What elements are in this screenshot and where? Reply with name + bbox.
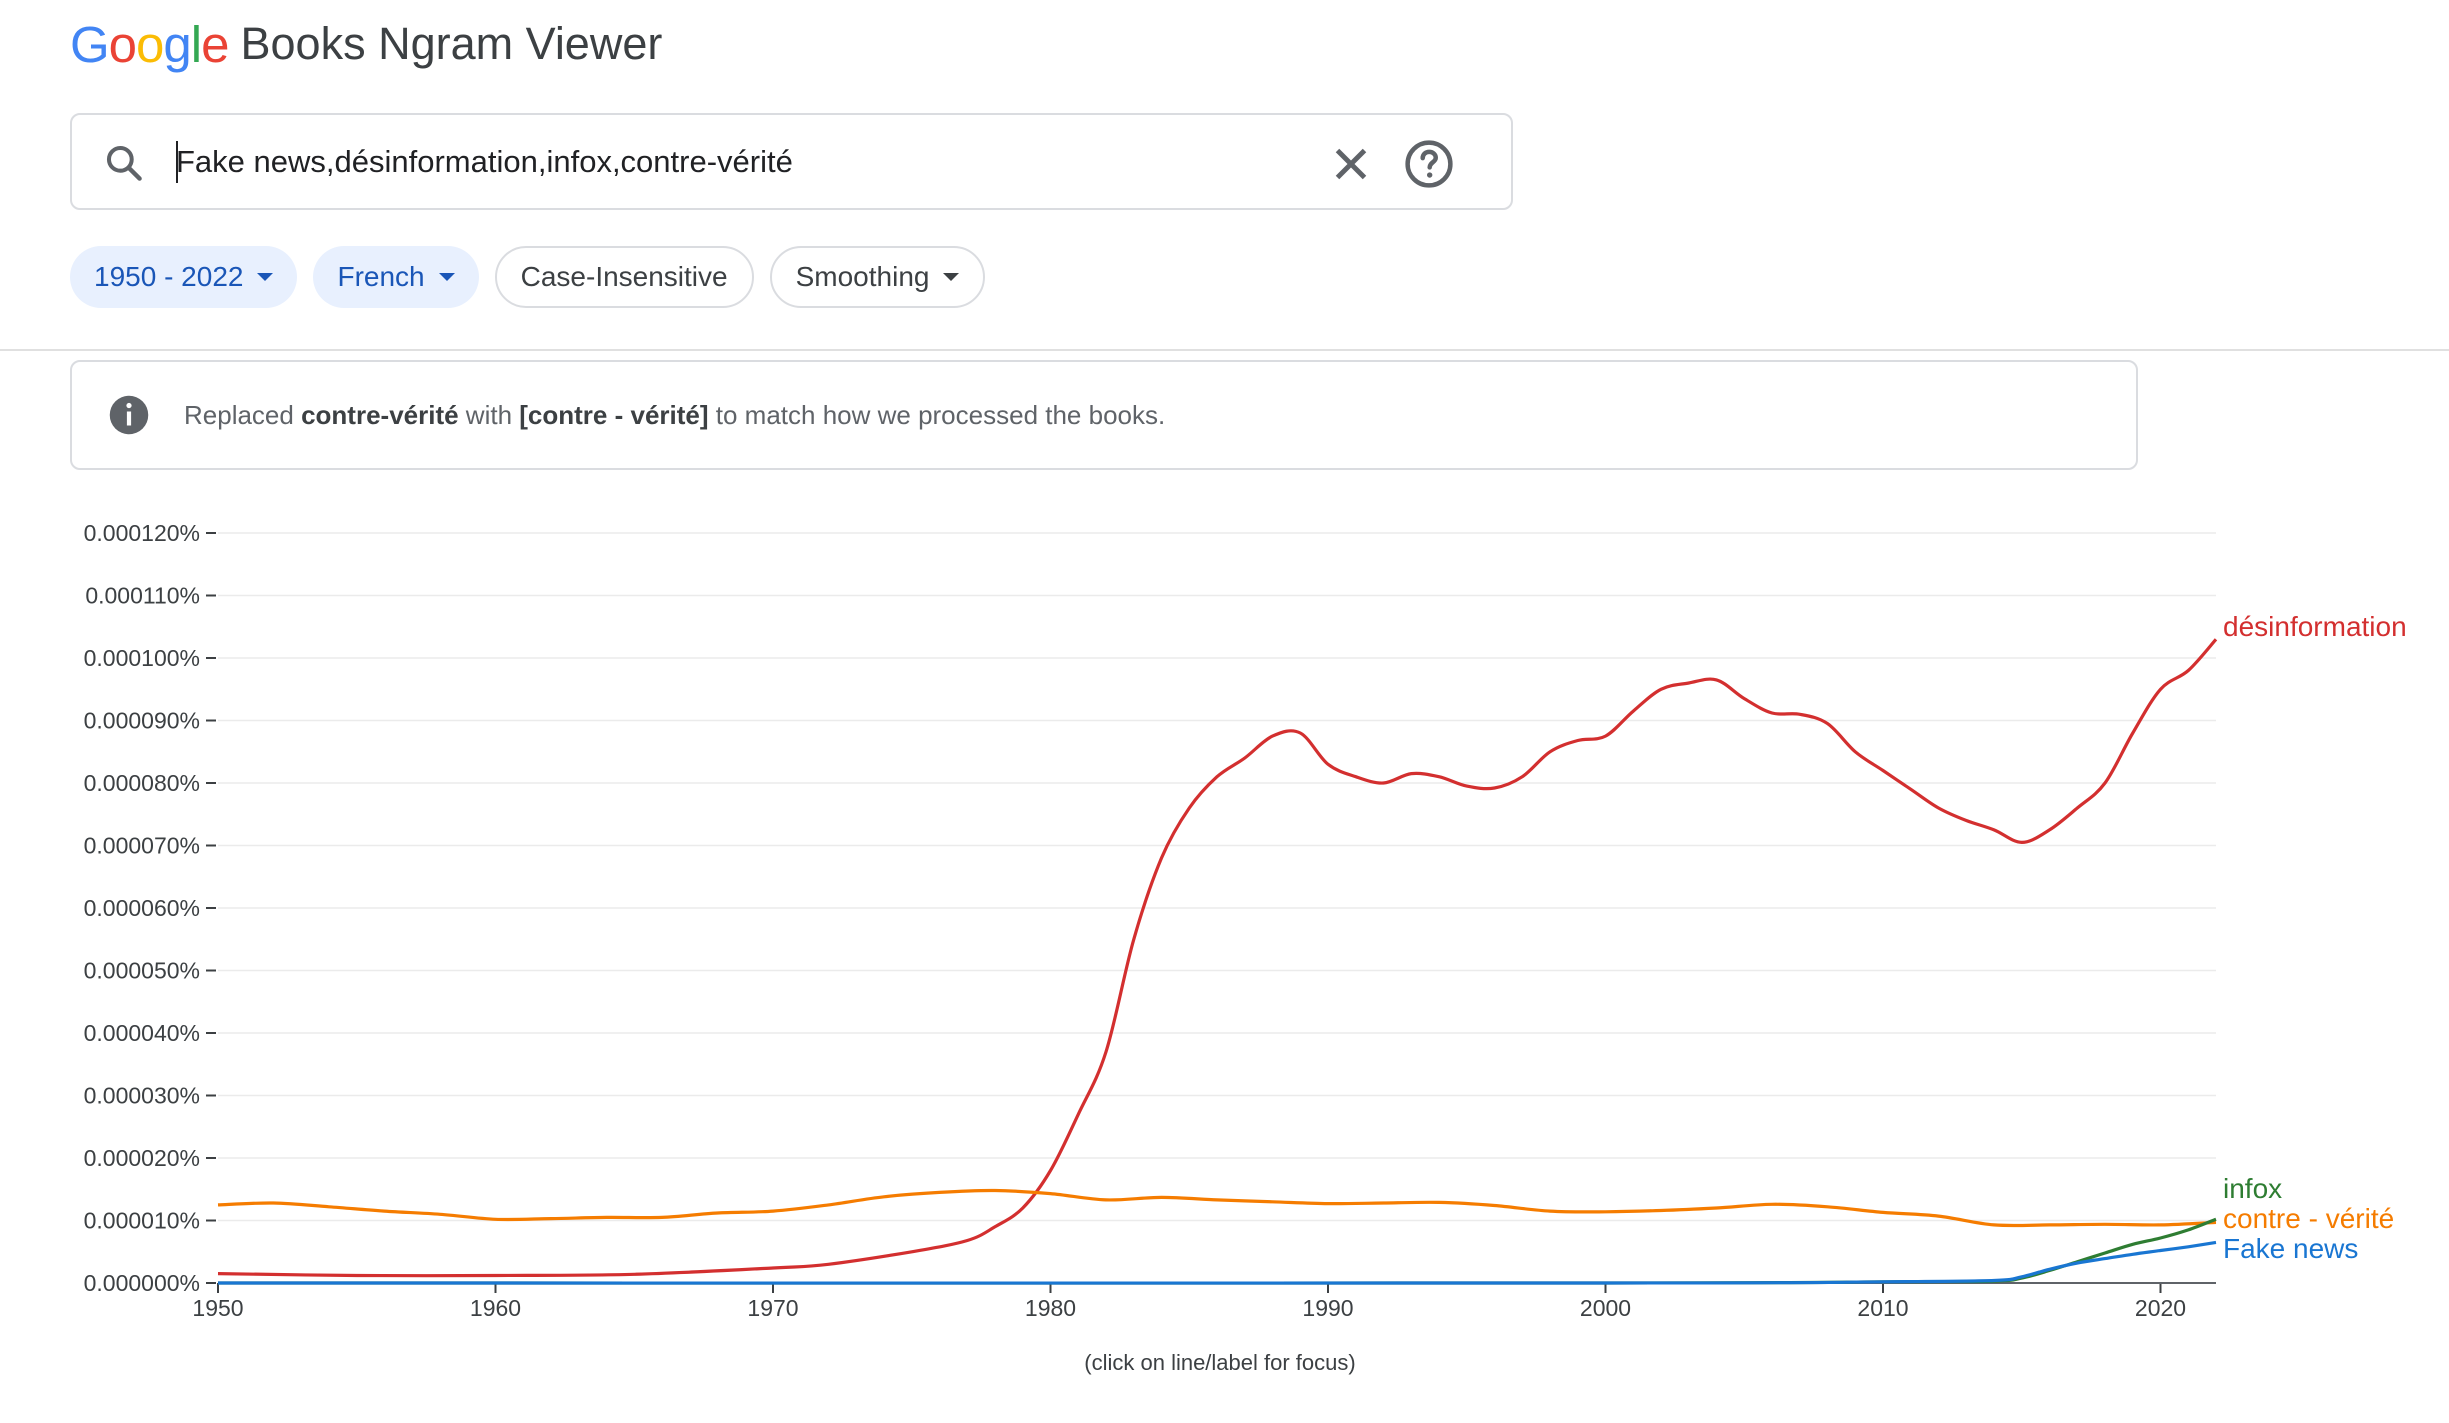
series-label-d-sinformation[interactable]: désinformation bbox=[2223, 611, 2407, 642]
series-label-contre-v-rit-[interactable]: contre - vérité bbox=[2223, 1203, 2394, 1234]
chevron-down-icon bbox=[257, 273, 274, 281]
close-icon[interactable] bbox=[1324, 137, 1378, 191]
notice-middle: with bbox=[458, 399, 520, 430]
notice-replacement-term: [contre - vérité] bbox=[519, 399, 709, 430]
chevron-down-icon bbox=[943, 273, 960, 281]
y-tick-label: 0.000040% bbox=[84, 1020, 200, 1046]
logo-letter: g bbox=[163, 15, 191, 73]
notice-text: Replaced contre-vérité with [contre - vé… bbox=[184, 400, 1165, 431]
series-line-contre-v-rit-[interactable] bbox=[217, 1188, 2217, 1228]
series-line-d-sinformation[interactable] bbox=[217, 638, 2218, 1278]
y-tick-label: 0.000020% bbox=[84, 1145, 200, 1171]
series-label-infox[interactable]: infox bbox=[2223, 1173, 2282, 1204]
notice-suffix: to match how we processed the books. bbox=[708, 399, 1166, 430]
y-tick-label: 0.000090% bbox=[84, 708, 200, 734]
case-insensitive-toggle[interactable]: Case-Insensitive bbox=[494, 246, 754, 308]
logo-letter: e bbox=[201, 15, 229, 73]
case-label: Case-Insensitive bbox=[520, 261, 728, 292]
series-line-infox[interactable] bbox=[217, 1217, 2217, 1285]
x-tick-label: 1980 bbox=[1025, 1295, 1076, 1321]
help-icon[interactable] bbox=[1402, 137, 1456, 191]
series-line-fake-news[interactable] bbox=[217, 1240, 2217, 1285]
info-icon bbox=[109, 395, 149, 435]
y-tick-label: 0.000010% bbox=[84, 1208, 200, 1234]
x-tick-label: 1960 bbox=[470, 1295, 521, 1321]
y-tick-label: 0.000100% bbox=[84, 645, 200, 671]
header-divider bbox=[0, 349, 2449, 351]
year-range-label: 1950 - 2022 bbox=[94, 261, 244, 292]
year-range-dropdown[interactable]: 1950 - 2022 bbox=[70, 246, 298, 308]
logo-letter: o bbox=[108, 15, 137, 73]
x-tick-label: 1990 bbox=[1302, 1295, 1353, 1321]
y-tick-label: 0.000000% bbox=[84, 1270, 200, 1296]
y-tick-label: 0.000050% bbox=[84, 958, 200, 984]
chevron-down-icon bbox=[438, 273, 455, 281]
text-cursor bbox=[176, 141, 178, 183]
x-tick-label: 1970 bbox=[747, 1295, 798, 1321]
corpus-dropdown[interactable]: French bbox=[313, 246, 479, 308]
google-logo[interactable]: Google bbox=[70, 15, 230, 74]
ngram-chart[interactable]: 0.000000% 0.000010% 0.000020% 0.000030% 0.00… bbox=[0, 480, 2449, 1400]
y-tick-label: 0.000030% bbox=[84, 1083, 200, 1109]
x-tick-label: 2020 bbox=[2135, 1295, 2186, 1321]
smoothing-label: Smoothing bbox=[795, 261, 930, 292]
search-box[interactable] bbox=[70, 113, 1513, 210]
focus-hint: (click on line/label for focus) bbox=[1084, 1350, 1356, 1375]
smoothing-dropdown[interactable]: Smoothing bbox=[769, 246, 986, 308]
search-input[interactable] bbox=[176, 133, 1376, 191]
logo-letter: o bbox=[136, 15, 164, 73]
logo-letter: l bbox=[190, 15, 202, 73]
app-header: Google Books Ngram Viewer bbox=[70, 14, 662, 74]
search-icon[interactable] bbox=[102, 141, 146, 185]
y-tick-label: 0.000080% bbox=[84, 770, 200, 796]
replacement-notice: Replaced contre-vérité with [contre - vé… bbox=[70, 360, 2138, 470]
y-tick-label: 0.000060% bbox=[84, 895, 200, 921]
notice-original-term: contre-vérité bbox=[301, 399, 459, 430]
series-label-fake-news[interactable]: Fake news bbox=[2223, 1233, 2358, 1264]
corpus-label: French bbox=[337, 261, 425, 292]
app-title: Books Ngram Viewer bbox=[240, 18, 663, 69]
x-tick-label: 2010 bbox=[1857, 1295, 1908, 1321]
y-tick-label: 0.000110% bbox=[85, 583, 200, 609]
notice-prefix: Replaced bbox=[184, 399, 302, 430]
x-tick-label: 2000 bbox=[1580, 1295, 1631, 1321]
logo-letter: G bbox=[70, 15, 110, 73]
x-tick-label: 1950 bbox=[192, 1295, 243, 1321]
y-tick-label: 0.000070% bbox=[84, 833, 200, 859]
filter-chips: 1950 - 2022 French Case-Insensitive Smoo… bbox=[70, 246, 986, 308]
y-tick-label: 0.000120% bbox=[84, 520, 200, 546]
